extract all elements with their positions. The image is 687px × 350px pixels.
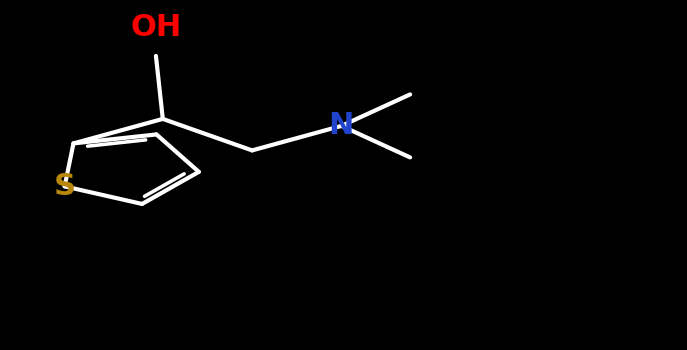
Text: S: S — [54, 172, 76, 201]
Text: OH: OH — [131, 13, 181, 42]
Text: N: N — [329, 111, 354, 140]
